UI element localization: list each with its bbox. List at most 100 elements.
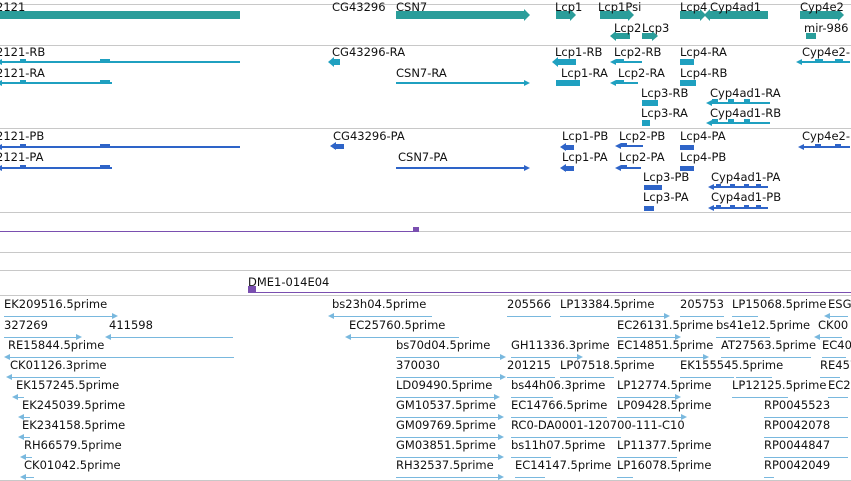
protein-feature[interactable] bbox=[334, 143, 344, 149]
est-feature[interactable] bbox=[396, 476, 500, 478]
est-feature[interactable] bbox=[828, 315, 848, 317]
transcript-feature[interactable] bbox=[100, 59, 110, 63]
protein-feature[interactable] bbox=[621, 143, 627, 147]
est-feature[interactable] bbox=[4, 336, 78, 338]
est-feature[interactable] bbox=[511, 436, 621, 438]
protein-feature[interactable] bbox=[756, 184, 761, 188]
est-feature[interactable] bbox=[109, 336, 233, 338]
transcript-feature[interactable] bbox=[0, 82, 112, 84]
est-feature[interactable] bbox=[332, 315, 432, 317]
est-feature[interactable] bbox=[617, 356, 705, 358]
gene-feature[interactable] bbox=[556, 11, 572, 19]
gene-feature[interactable] bbox=[0, 11, 240, 19]
est-feature[interactable] bbox=[617, 396, 677, 398]
protein-feature[interactable] bbox=[621, 165, 627, 169]
est-feature[interactable] bbox=[515, 476, 545, 478]
protein-feature[interactable] bbox=[644, 184, 662, 190]
transcript-feature[interactable] bbox=[744, 98, 750, 104]
transcript-feature[interactable] bbox=[712, 98, 718, 104]
protein-feature[interactable] bbox=[100, 165, 110, 169]
protein-feature[interactable] bbox=[0, 146, 240, 148]
transcript-feature[interactable] bbox=[0, 61, 240, 63]
transcript-feature[interactable] bbox=[710, 122, 770, 124]
transcript-feature[interactable] bbox=[728, 98, 734, 104]
transcript-feature[interactable] bbox=[642, 120, 650, 126]
transcript-feature[interactable] bbox=[616, 59, 624, 63]
protein-feature[interactable] bbox=[644, 205, 654, 211]
est-feature[interactable] bbox=[16, 396, 24, 398]
transcript-feature[interactable] bbox=[616, 80, 624, 84]
est-feature[interactable] bbox=[828, 396, 848, 398]
est-feature[interactable] bbox=[617, 456, 677, 458]
gene-feature[interactable] bbox=[680, 11, 702, 19]
gene-feature[interactable] bbox=[600, 11, 630, 19]
protein-feature[interactable] bbox=[802, 146, 850, 148]
est-feature[interactable] bbox=[716, 336, 770, 338]
gene-feature[interactable] bbox=[642, 33, 654, 39]
protein-feature[interactable] bbox=[716, 205, 721, 209]
protein-feature[interactable] bbox=[396, 167, 526, 169]
protein-feature[interactable] bbox=[835, 144, 841, 148]
transcript-feature[interactable] bbox=[835, 59, 843, 63]
est-feature[interactable] bbox=[764, 416, 848, 418]
est-feature[interactable] bbox=[511, 356, 579, 358]
transcript-feature[interactable] bbox=[642, 100, 658, 106]
est-feature[interactable] bbox=[736, 376, 772, 378]
est-feature[interactable] bbox=[617, 476, 633, 478]
transcript-feature[interactable] bbox=[815, 59, 823, 63]
transcript-feature[interactable] bbox=[712, 118, 718, 124]
est-feature[interactable] bbox=[8, 356, 234, 358]
est-feature[interactable] bbox=[818, 336, 842, 338]
est-feature[interactable] bbox=[721, 356, 811, 358]
est-feature[interactable] bbox=[764, 476, 774, 478]
transcript-feature[interactable] bbox=[396, 82, 526, 84]
clone-feature[interactable] bbox=[0, 230, 418, 232]
est-feature[interactable] bbox=[396, 416, 500, 418]
est-feature[interactable] bbox=[396, 456, 500, 458]
protein-feature[interactable] bbox=[680, 165, 694, 171]
transcript-feature[interactable] bbox=[100, 80, 110, 84]
est-feature[interactable] bbox=[24, 456, 32, 458]
protein-feature[interactable] bbox=[0, 167, 112, 169]
est-feature[interactable] bbox=[560, 376, 614, 378]
transcript-feature[interactable] bbox=[20, 59, 26, 63]
gene-feature[interactable] bbox=[708, 11, 768, 19]
clone-feature[interactable] bbox=[413, 226, 419, 232]
transcript-feature[interactable] bbox=[680, 59, 694, 65]
est-feature[interactable] bbox=[396, 356, 502, 358]
gene-feature[interactable] bbox=[800, 11, 840, 19]
transcript-feature[interactable] bbox=[728, 118, 734, 124]
est-feature[interactable] bbox=[511, 456, 551, 458]
transcript-feature[interactable] bbox=[680, 80, 696, 86]
transcript-feature[interactable] bbox=[744, 118, 750, 124]
est-feature[interactable] bbox=[820, 376, 840, 378]
transcript-feature[interactable] bbox=[20, 80, 26, 84]
transcript-feature[interactable] bbox=[556, 59, 576, 65]
est-feature[interactable] bbox=[507, 376, 555, 378]
gene-feature[interactable] bbox=[396, 11, 526, 19]
est-feature[interactable] bbox=[511, 396, 553, 398]
protein-feature[interactable] bbox=[619, 167, 641, 169]
est-feature[interactable] bbox=[10, 376, 100, 378]
protein-feature[interactable] bbox=[744, 184, 749, 188]
protein-feature[interactable] bbox=[619, 145, 643, 147]
est-feature[interactable] bbox=[24, 476, 34, 478]
transcript-feature[interactable] bbox=[332, 59, 340, 65]
est-feature[interactable] bbox=[396, 376, 502, 378]
est-feature[interactable] bbox=[396, 396, 496, 398]
protein-feature[interactable] bbox=[564, 144, 574, 150]
protein-feature[interactable] bbox=[100, 144, 110, 148]
est-feature[interactable] bbox=[680, 376, 734, 378]
est-feature[interactable] bbox=[22, 416, 30, 418]
transcript-feature[interactable] bbox=[800, 61, 850, 63]
est-feature[interactable] bbox=[4, 315, 114, 317]
protein-feature[interactable] bbox=[730, 205, 735, 209]
protein-feature[interactable] bbox=[680, 144, 694, 150]
protein-feature[interactable] bbox=[712, 186, 768, 188]
protein-feature[interactable] bbox=[730, 184, 735, 188]
est-feature[interactable] bbox=[617, 336, 677, 338]
est-feature[interactable] bbox=[396, 436, 500, 438]
gene-feature[interactable] bbox=[614, 33, 630, 39]
protein-feature[interactable] bbox=[20, 144, 26, 148]
clone-feature[interactable] bbox=[248, 291, 851, 293]
